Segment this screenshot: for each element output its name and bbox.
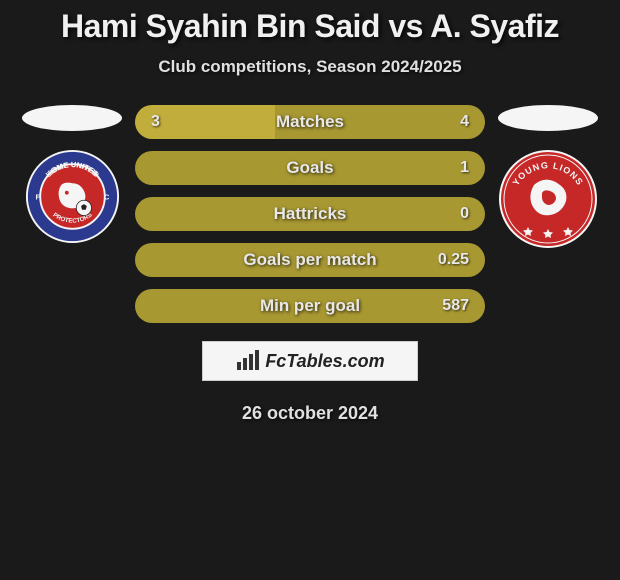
stat-bar-goals: Goals 1 <box>135 151 485 185</box>
stat-label: Min per goal <box>260 296 360 316</box>
stat-right-value: 4 <box>460 113 469 131</box>
content-row: HOME UNITED HOME UNITED PROTECTORS F C <box>0 105 620 323</box>
brand-box[interactable]: FcTables.com <box>202 341 418 381</box>
left-club-fc-right: C <box>103 192 109 201</box>
stat-right-value: 0 <box>460 205 469 223</box>
right-ellipse-badge <box>498 105 598 131</box>
comparison-title: Hami Syahin Bin Said vs A. Syafiz <box>0 8 620 45</box>
right-club-column: YOUNG LIONS <box>493 105 603 249</box>
stat-bar-matches: 3 Matches 4 <box>135 105 485 139</box>
stat-label: Hattricks <box>274 204 347 224</box>
season-subtitle: Club competitions, Season 2024/2025 <box>0 57 620 77</box>
stat-label: Matches <box>276 112 344 132</box>
widget-container: Hami Syahin Bin Said vs A. Syafiz Club c… <box>0 0 620 424</box>
left-club-fc-left: F <box>35 192 40 201</box>
stat-label: Goals <box>286 158 333 178</box>
stat-right-value: 1 <box>460 159 469 177</box>
stat-right-value: 587 <box>442 297 469 315</box>
bars-icon <box>235 350 261 372</box>
stat-right-value: 0.25 <box>438 251 469 269</box>
left-club-column: HOME UNITED HOME UNITED PROTECTORS F C <box>17 105 127 244</box>
left-club-logo: HOME UNITED HOME UNITED PROTECTORS F C <box>25 149 120 244</box>
brand-text: FcTables.com <box>265 351 384 372</box>
stat-bar-goals-per-match: Goals per match 0.25 <box>135 243 485 277</box>
stat-bar-min-per-goal: Min per goal 587 <box>135 289 485 323</box>
stats-column: 3 Matches 4 Goals 1 Hattricks 0 Goals pe… <box>135 105 485 323</box>
stat-label: Goals per match <box>243 250 376 270</box>
stat-bar-hattricks: Hattricks 0 <box>135 197 485 231</box>
date-line: 26 october 2024 <box>0 403 620 424</box>
right-club-logo: YOUNG LIONS <box>498 149 598 249</box>
left-ellipse-badge <box>22 105 122 131</box>
stat-left-value: 3 <box>151 113 160 131</box>
